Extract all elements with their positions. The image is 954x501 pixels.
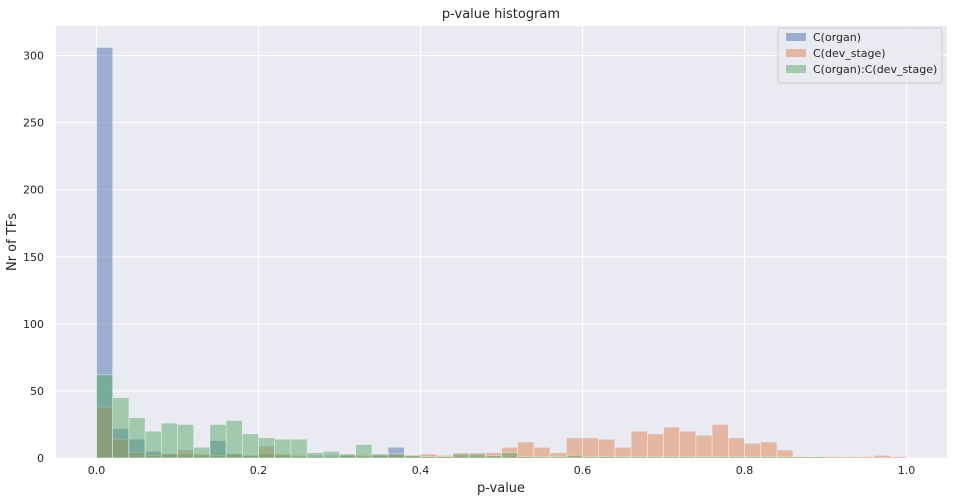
histogram-bar xyxy=(695,456,713,459)
legend-label: C(organ):C(dev_stage) xyxy=(813,63,937,76)
x-tick-label: 0.0 xyxy=(88,464,106,477)
histogram-bar xyxy=(614,456,632,459)
histogram-bar xyxy=(760,441,778,459)
histogram-bar xyxy=(177,424,195,459)
histogram-bar xyxy=(808,456,826,459)
histogram-bar xyxy=(582,456,600,459)
histogram-bar xyxy=(646,433,664,459)
histogram-bar xyxy=(646,456,664,459)
histogram-bar xyxy=(517,441,535,459)
histogram-bar xyxy=(128,417,146,459)
y-axis-ticks: 0 50 100 150 200 250 300 xyxy=(23,50,44,465)
histogram-bar xyxy=(727,437,745,459)
histogram-bar xyxy=(711,456,729,459)
histogram-bar xyxy=(144,430,162,459)
histogram-bar xyxy=(436,456,454,459)
histogram-bar xyxy=(598,456,616,459)
histogram-bar xyxy=(209,424,227,459)
legend-box xyxy=(777,27,943,84)
y-tick-label: 200 xyxy=(23,184,44,197)
histogram-bar xyxy=(776,456,794,459)
histogram-bar xyxy=(371,453,389,459)
x-tick-label: 1.0 xyxy=(898,464,916,477)
x-tick-label: 0.2 xyxy=(250,464,268,477)
legend: C(organ) C(dev_stage) C(organ):C(dev_stage… xyxy=(777,27,943,84)
histogram-bar xyxy=(533,456,551,459)
y-tick-label: 100 xyxy=(23,318,44,331)
y-tick-label: 300 xyxy=(23,50,44,63)
histogram-bar xyxy=(355,444,373,459)
series-2-bars xyxy=(96,374,826,459)
histogram-bar xyxy=(193,446,211,459)
histogram-bar xyxy=(403,455,421,459)
histogram-bar xyxy=(549,456,567,459)
histogram-bar xyxy=(565,455,583,459)
x-axis-ticks: 0.0 0.2 0.4 0.6 0.8 1.0 xyxy=(88,464,916,477)
histogram-bar xyxy=(711,424,729,459)
plot-background xyxy=(56,26,947,458)
y-axis-label: Nr of TFs xyxy=(5,213,20,271)
y-tick-label: 50 xyxy=(30,385,44,398)
chart-title: p-value histogram xyxy=(442,7,560,22)
histogram-bar xyxy=(258,437,276,459)
histogram-bar xyxy=(679,430,697,459)
histogram-bar xyxy=(857,456,875,459)
legend-swatch xyxy=(786,65,806,73)
histogram-bar xyxy=(420,456,438,459)
histogram-bar xyxy=(792,456,810,459)
y-tick-label: 0 xyxy=(37,452,44,465)
histogram-bar xyxy=(484,455,502,459)
histogram-bar xyxy=(517,456,535,459)
histogram-bar xyxy=(468,453,486,459)
histogram-bar xyxy=(161,422,178,459)
histogram-bars xyxy=(96,47,907,459)
x-tick-label: 0.4 xyxy=(412,464,430,477)
histogram-bar xyxy=(274,438,292,459)
x-tick-label: 0.8 xyxy=(736,464,754,477)
histogram-bar xyxy=(841,456,859,459)
histogram-bar xyxy=(744,442,762,459)
x-axis-label: p-value xyxy=(477,481,525,496)
histogram-bar xyxy=(565,437,583,459)
legend-label: C(dev_stage) xyxy=(813,47,886,60)
histogram-bar xyxy=(630,456,648,459)
histogram-bar xyxy=(889,456,907,459)
histogram-bar xyxy=(744,456,762,459)
y-tick-label: 150 xyxy=(23,251,44,264)
histogram-bar xyxy=(306,452,324,459)
legend-label: C(organ) xyxy=(813,31,861,44)
histogram-bar xyxy=(598,438,616,459)
histogram-bar xyxy=(339,453,357,459)
histogram-bar xyxy=(679,456,697,459)
histogram-bar xyxy=(96,374,114,459)
histogram-bar xyxy=(112,397,130,459)
histogram-bar xyxy=(387,453,405,459)
histogram-bar xyxy=(727,456,745,459)
legend-swatch xyxy=(786,33,806,41)
y-tick-label: 250 xyxy=(23,117,44,130)
histogram-bar xyxy=(225,420,243,459)
x-tick-label: 0.6 xyxy=(574,464,592,477)
histogram-bar xyxy=(695,434,713,459)
histogram-bar xyxy=(663,426,681,459)
histogram-bar xyxy=(630,430,648,459)
histogram-bar xyxy=(582,437,600,459)
histogram-bar xyxy=(290,438,308,459)
histogram-bar xyxy=(452,453,470,459)
histogram-bar xyxy=(825,456,843,459)
legend-swatch xyxy=(786,49,806,57)
histogram-bar xyxy=(242,433,259,459)
histogram-bar xyxy=(760,456,778,459)
histogram-bar xyxy=(663,456,681,459)
histogram-bar xyxy=(501,452,519,459)
histogram-bar xyxy=(873,455,891,459)
histogram-bar xyxy=(322,450,340,459)
